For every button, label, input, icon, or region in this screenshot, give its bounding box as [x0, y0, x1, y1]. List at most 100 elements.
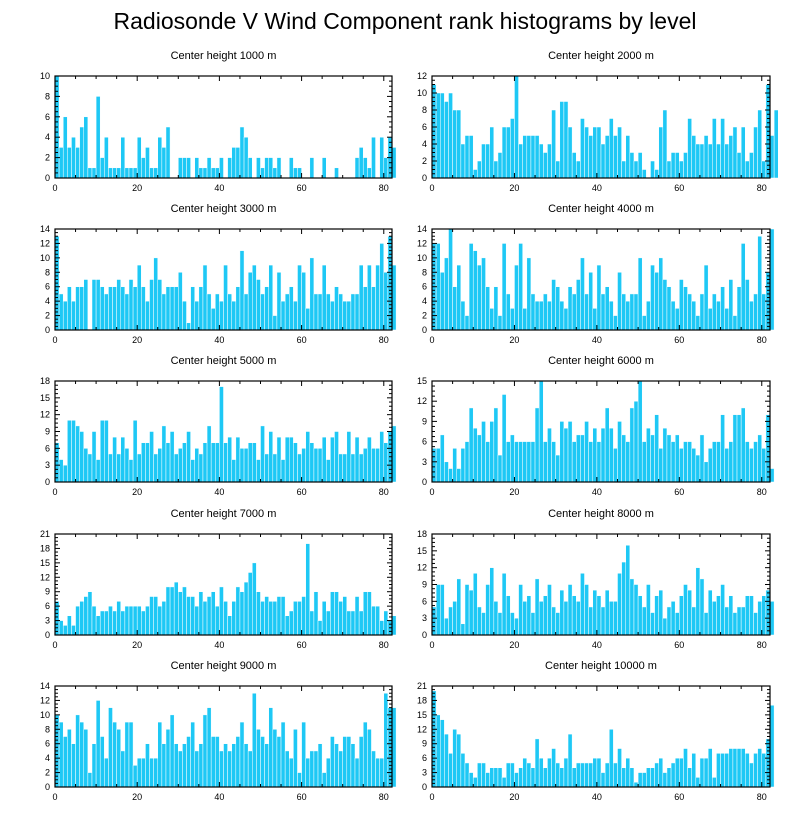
histogram-bar [276, 272, 282, 331]
histogram-bar [354, 436, 360, 483]
histogram-bar [699, 434, 705, 483]
histogram-bar [231, 147, 237, 179]
y-tick-label: 0 [422, 477, 427, 487]
histogram-bar [91, 605, 97, 636]
histogram-bar [646, 767, 651, 788]
histogram-bar [202, 714, 208, 788]
histogram-bar [588, 135, 594, 179]
histogram-bar [481, 257, 486, 331]
histogram-bar [728, 135, 734, 179]
histogram-bar [600, 772, 606, 788]
histogram-bar [178, 448, 183, 483]
histogram-bar [745, 279, 750, 331]
histogram-bar [136, 757, 142, 788]
y-tick-label: 0 [422, 325, 427, 335]
histogram-bar [112, 610, 117, 636]
histogram-bar [309, 750, 315, 788]
histogram-bar [358, 147, 364, 179]
histogram-bar [745, 753, 750, 788]
histogram-bar [489, 421, 495, 483]
histogram-bar [699, 293, 705, 331]
histogram-bar [67, 286, 72, 331]
histogram-bar [215, 605, 220, 636]
y-tick-label: 12 [417, 71, 427, 81]
histogram-bar [190, 286, 195, 331]
y-tick-label: 12 [417, 724, 427, 734]
histogram-bar [334, 286, 339, 331]
histogram-bar [75, 425, 80, 483]
y-tick-label: 12 [417, 396, 427, 406]
histogram-bar [116, 601, 122, 636]
histogram-bar [235, 147, 241, 179]
histogram-bar [753, 612, 758, 636]
histogram-bar [83, 729, 89, 788]
histogram-bar [501, 573, 507, 636]
x-tick-label: 40 [214, 792, 224, 802]
histogram-bar [141, 442, 146, 483]
histogram-bar [514, 75, 519, 179]
histogram-bar [604, 589, 610, 636]
histogram-bar [584, 762, 589, 788]
y-tick-label: 8 [422, 267, 427, 277]
histogram-bar [161, 425, 167, 483]
y-tick-label: 12 [40, 238, 50, 248]
x-tick-label: 60 [297, 183, 307, 193]
histogram-panel-5: Center height 5000 m 0 20 40 60 80 0 3 6 9 12 15 18 [40, 355, 397, 497]
histogram-bar [62, 625, 68, 636]
histogram-bar [608, 729, 614, 788]
histogram-bar [71, 625, 76, 636]
histogram-bar [472, 250, 478, 331]
histogram-bar [584, 421, 589, 483]
histogram-panel-7: Center height 7000 m 0 20 40 60 80 0 3 6 9 12 15 18 2… [40, 508, 397, 650]
x-tick-label: 0 [429, 183, 434, 193]
histogram-bar [186, 157, 191, 179]
histogram-bar [293, 167, 298, 179]
histogram-bar [674, 757, 680, 788]
histogram-bar [559, 300, 565, 331]
histogram-bar [571, 441, 577, 483]
histogram-bar [712, 293, 717, 331]
histogram-bar [439, 719, 445, 788]
histogram-bar [173, 453, 179, 483]
histogram-bar [753, 293, 758, 331]
histogram-bar [309, 610, 315, 636]
histogram-bar [145, 743, 150, 788]
histogram-bar [563, 601, 569, 636]
histogram-bar [633, 160, 639, 179]
histogram-bar [231, 743, 237, 788]
histogram-bar [268, 431, 274, 483]
histogram-bar [219, 300, 224, 331]
histogram-bar [67, 615, 72, 636]
histogram-bar [740, 407, 746, 483]
histogram-bar [157, 721, 163, 788]
histogram-bar [367, 729, 372, 788]
histogram-bar [621, 293, 626, 331]
histogram-bar [231, 459, 237, 483]
histogram-bar [75, 286, 80, 331]
histogram-bar [592, 589, 598, 636]
histogram-bar [514, 441, 519, 483]
histogram-bar [284, 436, 290, 483]
histogram-bar [600, 606, 606, 636]
histogram-bar [621, 160, 626, 179]
histogram-bar [658, 589, 664, 636]
histogram-bar [358, 264, 364, 331]
histogram-bar [543, 595, 548, 636]
histogram-bar [334, 743, 339, 788]
histogram-bar [67, 420, 72, 483]
histogram-bar [145, 605, 150, 636]
histogram-bar [289, 610, 294, 636]
y-tick-label: 15 [417, 376, 427, 386]
histogram-bar [580, 434, 585, 483]
histogram-bar [112, 286, 117, 331]
histogram-bar [293, 729, 298, 788]
histogram-bar [604, 286, 610, 331]
histogram-bar [375, 757, 380, 788]
x-tick-label: 40 [214, 183, 224, 193]
histogram-bar [477, 606, 482, 636]
x-tick-label: 40 [214, 640, 224, 650]
histogram-bar [165, 729, 171, 788]
x-tick-label: 0 [429, 792, 434, 802]
histogram-bar [243, 448, 249, 483]
histogram-bar [633, 584, 639, 636]
